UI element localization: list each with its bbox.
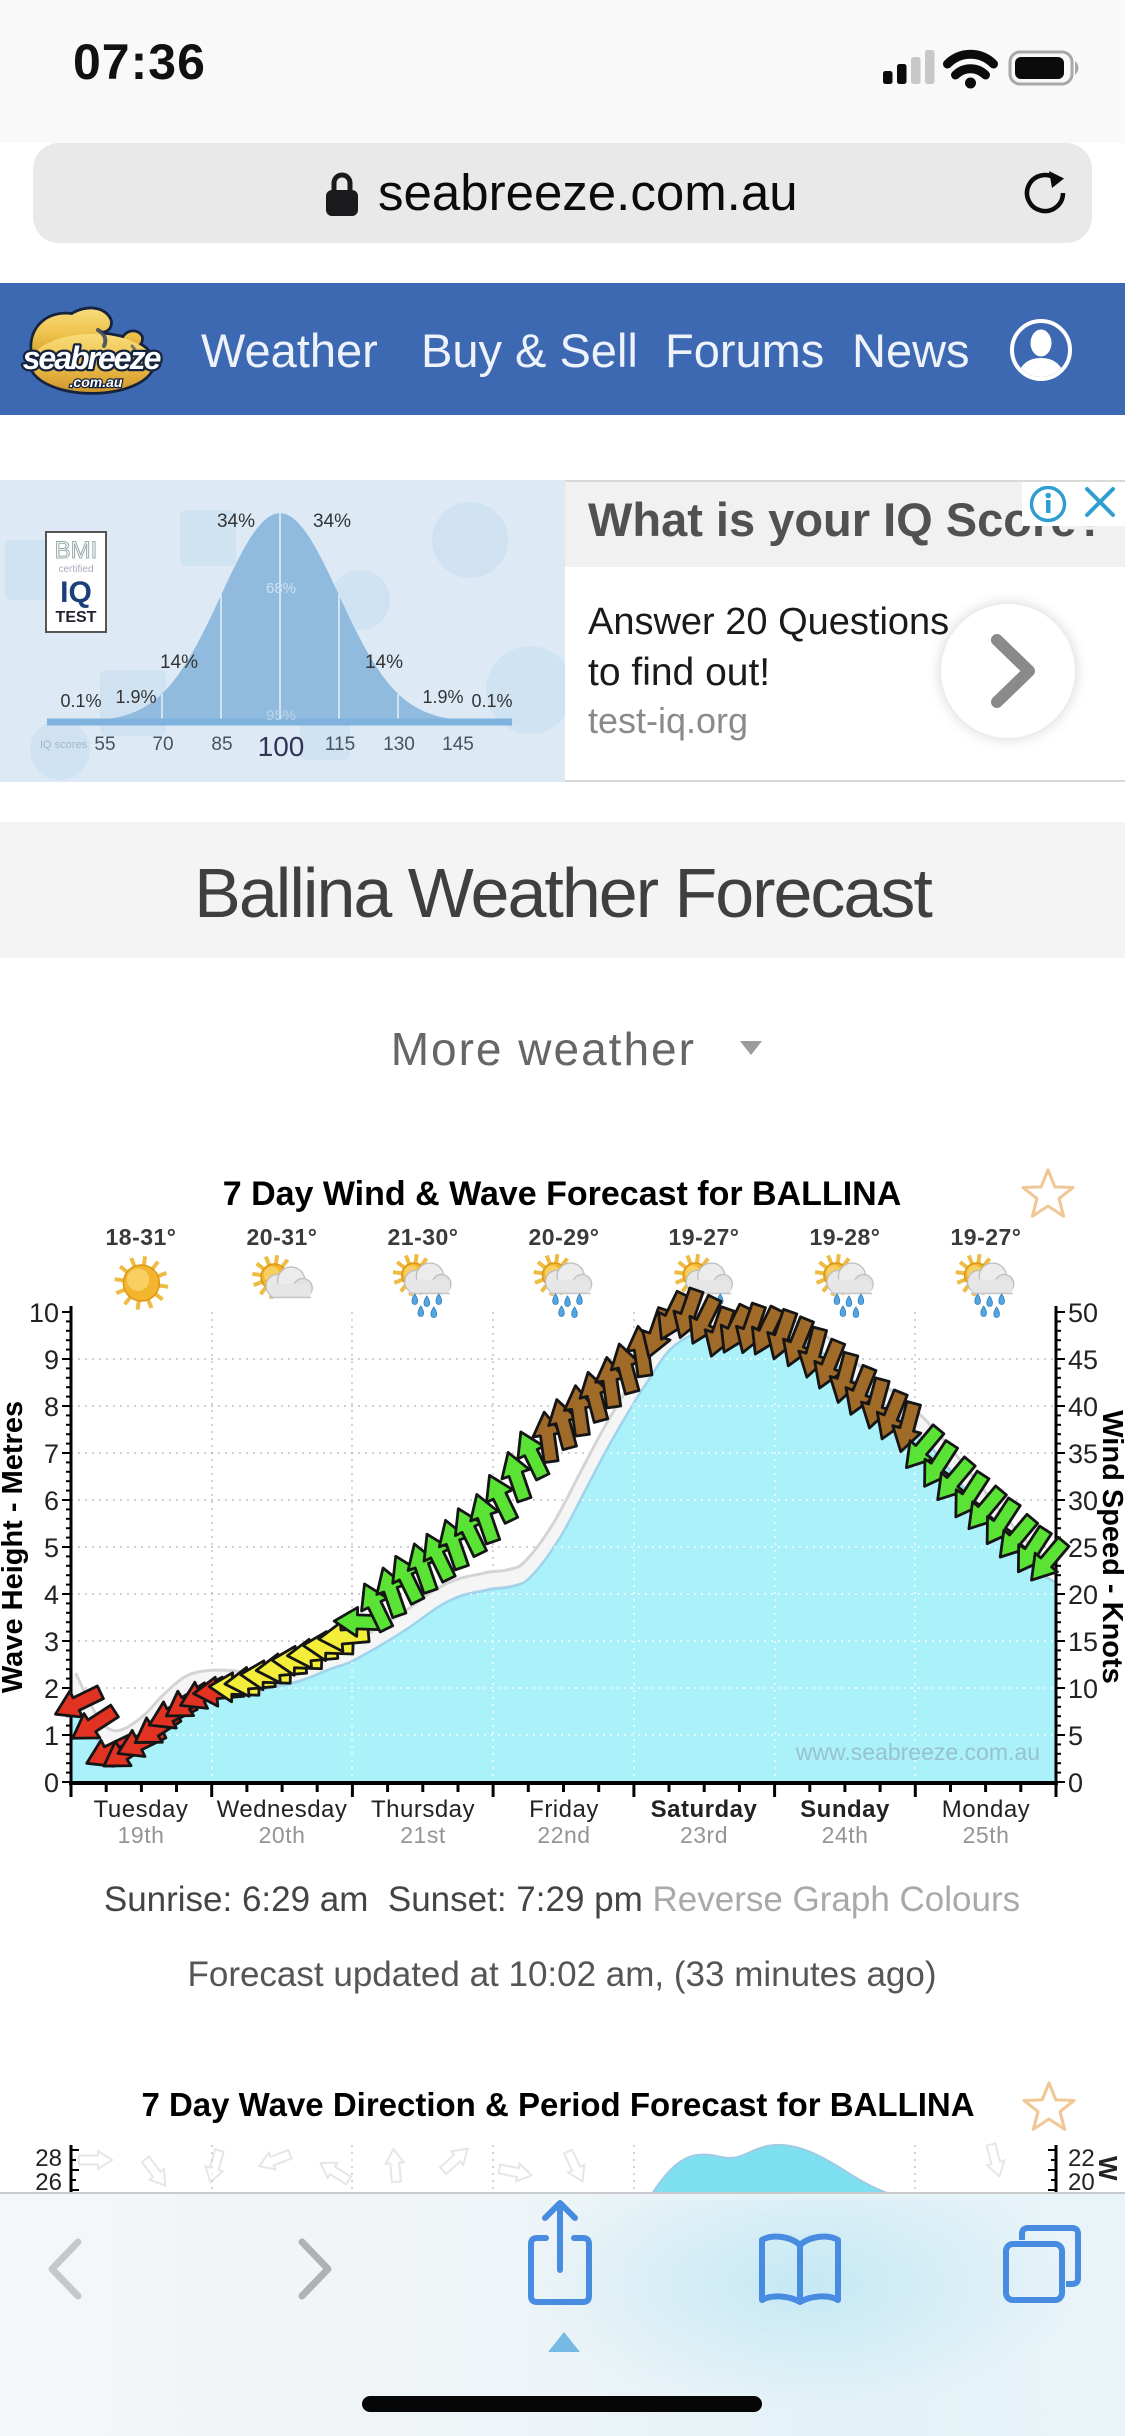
svg-text:7 Day Wind & Wave Forecast for: 7 Day Wind & Wave Forecast for BALLINA [223,1175,902,1213]
svg-text:10: 10 [29,1298,59,1328]
svg-text:6: 6 [44,1486,59,1516]
svg-text:15: 15 [1068,1627,1098,1657]
svg-text:Wednesday: Wednesday [217,1796,348,1823]
svg-text:5: 5 [44,1533,59,1563]
svg-text:5: 5 [1068,1721,1083,1751]
svg-text:85: 85 [211,734,232,755]
svg-text:Forecast updated at 10:02 am,: Forecast updated at 10:02 am, (33 minute… [187,1955,936,1994]
svg-text:23rd: 23rd [680,1822,728,1848]
svg-text:W: W [1093,2156,1123,2181]
svg-text:0.1%: 0.1% [60,691,101,711]
svg-text:10: 10 [1068,1674,1098,1704]
svg-text:7: 7 [44,1439,59,1469]
svg-text:25: 25 [1068,1533,1098,1563]
svg-text:Tuesday: Tuesday [94,1796,189,1823]
svg-text:19-28°: 19-28° [809,1224,880,1250]
svg-text:Wind Speed - Knots: Wind Speed - Knots [1096,1410,1125,1684]
svg-text:7 Day Wave Direction & Period: 7 Day Wave Direction & Period Forecast f… [141,2086,974,2123]
svg-text:21st: 21st [400,1822,446,1848]
svg-text:35: 35 [1068,1439,1098,1469]
svg-text:BMI: BMI [55,537,98,564]
svg-text:68%: 68% [266,580,296,597]
svg-text:seabreeze: seabreeze [23,340,161,376]
svg-text:Monday: Monday [942,1796,1030,1823]
svg-text:Sunday: Sunday [800,1796,890,1823]
svg-text:IQ scores: IQ scores [40,739,88,751]
svg-text:0: 0 [44,1768,59,1798]
svg-text:30: 30 [1068,1486,1098,1516]
svg-text:8: 8 [44,1392,59,1422]
svg-text:115: 115 [325,734,355,755]
svg-text:TEST: TEST [56,609,97,626]
svg-text:34%: 34% [217,511,255,532]
svg-text:24th: 24th [822,1822,869,1848]
svg-text:14%: 14% [365,652,403,673]
svg-text:20-31°: 20-31° [246,1224,317,1250]
svg-text:145: 145 [442,734,474,755]
svg-text:22nd: 22nd [537,1822,590,1848]
svg-text:Saturday: Saturday [651,1796,758,1823]
svg-text:20-29°: 20-29° [528,1224,599,1250]
svg-text:19-27°: 19-27° [950,1224,1021,1250]
svg-text:100: 100 [258,731,305,762]
svg-text:IQ: IQ [60,576,92,609]
svg-text:22: 22 [1068,2145,1095,2172]
svg-text:34%: 34% [313,511,351,532]
svg-text:40: 40 [1068,1392,1098,1422]
svg-text:21-30°: 21-30° [387,1224,458,1250]
svg-text:55: 55 [94,734,115,755]
svg-text:Sunrise: 6:29 am Sunset: 7:29: Sunrise: 6:29 am Sunset: 7:29 pm Reverse… [104,1880,1020,1919]
svg-text:70: 70 [152,734,173,755]
svg-text:Thursday: Thursday [371,1796,475,1823]
svg-text:20th: 20th [259,1822,306,1848]
svg-text:2: 2 [44,1674,59,1704]
svg-text:130: 130 [383,734,415,755]
svg-text:28: 28 [35,2145,62,2172]
svg-text:1.9%: 1.9% [422,687,463,707]
svg-text:Wave Height - Metres: Wave Height - Metres [0,1401,29,1693]
svg-text:0: 0 [1068,1768,1083,1798]
svg-text:www.seabreeze.com.au: www.seabreeze.com.au [795,1739,1040,1765]
svg-text:3: 3 [44,1627,59,1657]
svg-text:26: 26 [35,2169,62,2196]
svg-text:20: 20 [1068,2169,1095,2196]
svg-text:0.1%: 0.1% [471,691,512,711]
svg-text:4: 4 [44,1580,59,1610]
svg-text:19th: 19th [118,1822,165,1848]
svg-text:50: 50 [1068,1298,1098,1328]
svg-text:95%: 95% [266,707,296,724]
svg-text:18-31°: 18-31° [105,1224,176,1250]
svg-text:45: 45 [1068,1345,1098,1375]
svg-text:14%: 14% [160,652,198,673]
svg-text:Friday: Friday [529,1796,599,1823]
svg-text:1: 1 [44,1721,59,1751]
svg-text:1.9%: 1.9% [115,687,156,707]
svg-text:20: 20 [1068,1580,1098,1610]
svg-text:certified: certified [58,564,93,575]
svg-text:19-27°: 19-27° [668,1224,739,1250]
svg-text:.com.au: .com.au [70,374,123,390]
svg-text:9: 9 [44,1345,59,1375]
svg-text:25th: 25th [963,1822,1010,1848]
